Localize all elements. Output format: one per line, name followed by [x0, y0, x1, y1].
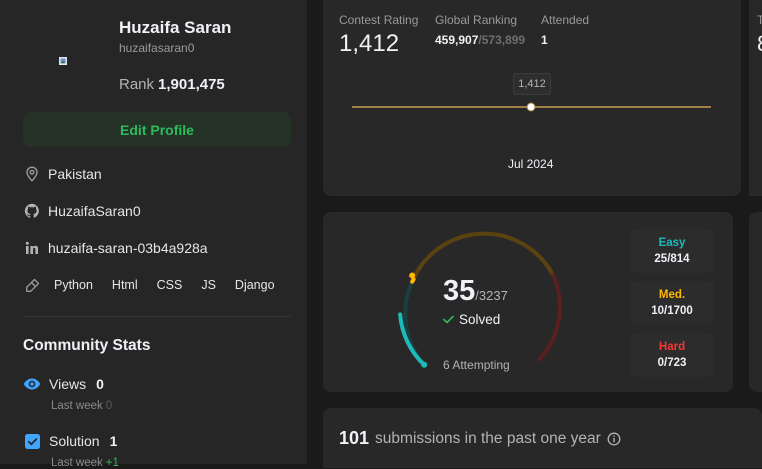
solution-last-week: Last week +1	[51, 457, 119, 469]
easy-dot	[421, 361, 428, 368]
attempting-count: 6 Attempting	[443, 358, 510, 372]
easy-arc	[398, 312, 427, 367]
rating-point[interactable]	[526, 102, 536, 112]
right-card-edge-2	[749, 212, 762, 392]
medium-card[interactable]: Med. 10/1700	[630, 281, 714, 325]
avatar-image	[59, 57, 67, 65]
rank-value: 1,901,475	[158, 76, 225, 93]
solved-label-row: Solved	[443, 312, 500, 327]
medium-dot	[409, 272, 416, 279]
attended-value: 1	[541, 33, 548, 47]
solved-number: 35	[443, 275, 476, 307]
check-icon	[443, 315, 454, 324]
global-ranking-value: 459,907/573,899	[435, 33, 525, 47]
location-icon	[23, 165, 41, 183]
global-ranking-total: /573,899	[478, 33, 526, 47]
hard-track	[537, 273, 562, 362]
hard-card[interactable]: Hard 0/723	[630, 333, 714, 377]
location-text: Pakistan	[48, 166, 102, 182]
solved-total: /3237	[475, 288, 508, 303]
github-row[interactable]: HuzaifaSaran0	[23, 202, 141, 220]
solved-progress-ring	[398, 231, 562, 368]
rating-chart[interactable]	[340, 96, 725, 118]
easy-card[interactable]: Easy 25/814	[630, 229, 714, 273]
submissions-count: 101	[339, 428, 370, 448]
submissions-text: submissions in the past one year	[375, 429, 601, 447]
location-row: Pakistan	[23, 165, 102, 183]
views-stat: Views 0	[23, 375, 104, 393]
rating-tooltip: 1,412	[513, 73, 551, 95]
hard-label: Hard	[658, 341, 686, 353]
contest-rating-card	[323, 0, 741, 196]
views-delta: 0	[105, 400, 113, 412]
solution-stat: Solution 1	[23, 432, 117, 450]
linkedin-row[interactable]: huzaifa-saran-03b4a928a	[23, 239, 208, 257]
profile-sidebar	[0, 0, 307, 464]
check-box-icon	[23, 432, 41, 450]
contest-rating-label: Contest Rating	[339, 13, 419, 27]
profile-username: huzaifasaran0	[119, 41, 195, 55]
info-icon[interactable]	[607, 432, 621, 446]
medium-arc	[410, 277, 416, 284]
eye-icon	[23, 375, 41, 393]
views-last-week: Last week 0	[51, 400, 112, 412]
divider	[23, 316, 291, 317]
github-link[interactable]: HuzaifaSaran0	[48, 203, 141, 219]
rank: Rank 1,901,475	[119, 76, 225, 93]
github-icon	[23, 202, 41, 220]
solution-value: 1	[109, 433, 118, 449]
submissions-card	[323, 408, 762, 468]
solution-label: Solution	[49, 433, 100, 449]
rank-label: Rank	[119, 76, 155, 93]
attended-label: Attended	[541, 13, 590, 27]
global-ranking-number: 459,907	[435, 33, 479, 47]
easy-label: Easy	[658, 237, 686, 249]
right-card-edge	[749, 0, 762, 196]
medium-label: Med.	[658, 289, 686, 301]
views-sub-label: Last week	[51, 400, 103, 412]
top-label-edge: T	[757, 13, 762, 27]
solved-label: Solved	[459, 312, 501, 327]
hard-count: 0/723	[657, 357, 687, 369]
solution-delta: +1	[105, 457, 119, 469]
global-ranking-label: Global Ranking	[435, 13, 518, 27]
easy-count: 25/814	[654, 253, 690, 265]
medium-track	[410, 231, 556, 284]
top-value-edge: 8	[757, 31, 762, 57]
contest-rating-value: 1,412	[339, 30, 400, 57]
tag-icon	[23, 276, 41, 294]
medium-count: 10/1700	[651, 305, 693, 317]
skill-tag[interactable]: Python	[54, 278, 93, 292]
community-stats-title: Community Stats	[23, 337, 151, 354]
profile-name: Huzaifa Saran	[119, 18, 232, 37]
skill-tag[interactable]: Django	[234, 278, 275, 292]
submissions-summary: 101 submissions in the past one year	[339, 428, 621, 449]
skill-tag[interactable]: Html	[111, 278, 138, 292]
linkedin-link[interactable]: huzaifa-saran-03b4a928a	[48, 240, 208, 256]
skill-tag[interactable]: CSS	[156, 278, 183, 292]
solved-count: 35/3237	[443, 275, 508, 308]
skills-row: Python Html CSS JS Django	[23, 276, 287, 294]
views-label: Views	[49, 376, 87, 392]
avatar[interactable]	[59, 52, 67, 65]
edit-profile-button[interactable]: Edit Profile	[23, 112, 291, 147]
linkedin-icon	[23, 239, 41, 257]
solution-sub-label: Last week	[51, 457, 103, 469]
views-value: 0	[96, 376, 104, 392]
skill-tag[interactable]: JS	[201, 278, 216, 292]
chart-x-label: Jul 2024	[508, 157, 554, 171]
